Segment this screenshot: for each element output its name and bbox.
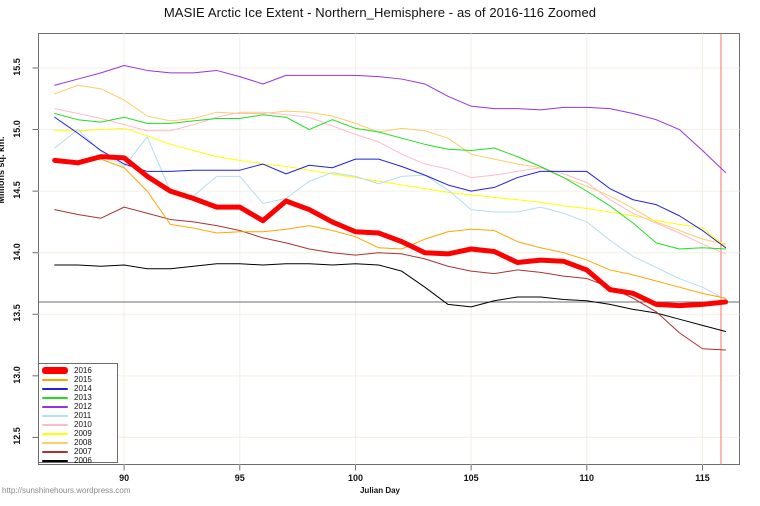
y-tick-label: 15.0 — [12, 119, 22, 138]
legend-item-label: 2007 — [74, 447, 92, 456]
legend-swatch-icon — [42, 423, 68, 426]
legend-item-2013[interactable]: 2013 — [39, 393, 117, 402]
y-tick-label: 14.0 — [12, 242, 22, 261]
legend-item-label: 2008 — [74, 438, 92, 447]
y-tick-label: 13.0 — [12, 366, 22, 384]
legend-item-label: 2016 — [74, 366, 92, 375]
legend-item-label: 2010 — [74, 420, 92, 429]
legend-item-2008[interactable]: 2008 — [39, 438, 117, 447]
plot-area — [38, 33, 740, 465]
legend-item-2007[interactable]: 2007 — [39, 447, 117, 456]
x-axis-title: Julian Day — [359, 486, 400, 495]
legend-swatch-icon — [42, 396, 68, 399]
chart-title: MASIE Arctic Ice Extent - Northern_Hemis… — [163, 5, 597, 20]
legend-item-label: 2013 — [74, 393, 92, 402]
legend-swatch-icon — [42, 367, 68, 374]
legend-item-2011[interactable]: 2011 — [39, 411, 117, 420]
x-tick-label: 100 — [347, 472, 363, 483]
chart-legend[interactable]: 2016 2015 2014 2013 2012 2011 2010 2009 2008 2007… — [38, 363, 118, 465]
legend-item-label: 2012 — [74, 402, 92, 411]
y-tick-label: 14.5 — [12, 181, 22, 199]
legend-swatch-icon — [42, 378, 68, 381]
y-axis-title: Millions sq. km. — [0, 136, 6, 204]
legend-item-2016[interactable]: 2016 — [39, 366, 117, 375]
x-tick-label: 105 — [463, 472, 479, 483]
y-tick-label: 15.5 — [12, 58, 22, 76]
legend-item-2015[interactable]: 2015 — [39, 375, 117, 384]
legend-swatch-icon — [42, 405, 68, 408]
legend-item-label: 2014 — [74, 384, 92, 393]
legend-swatch-icon — [42, 432, 68, 435]
watermark: http://sunshinehours.wordpress.com — [2, 486, 131, 495]
legend-swatch-icon — [42, 450, 68, 453]
x-tick-label: 115 — [695, 472, 710, 483]
legend-swatch-icon — [42, 459, 68, 462]
x-tick-label: 95 — [234, 472, 245, 483]
legend-item-2009[interactable]: 2009 — [39, 429, 117, 438]
legend-swatch-icon — [42, 441, 68, 444]
legend-item-label: 2006 — [74, 456, 92, 465]
legend-item-label: 2009 — [74, 429, 92, 438]
legend-item-2012[interactable]: 2012 — [39, 402, 117, 411]
y-tick-label: 12.5 — [12, 427, 22, 446]
legend-item-2014[interactable]: 2014 — [39, 384, 117, 393]
y-tick-label: 13.5 — [12, 304, 22, 323]
legend-item-2010[interactable]: 2010 — [39, 420, 117, 429]
x-tick-label: 90 — [119, 472, 130, 483]
legend-item-label: 2015 — [74, 375, 92, 384]
legend-swatch-icon — [42, 387, 68, 390]
legend-item-2006[interactable]: 2006 — [39, 456, 117, 465]
legend-item-label: 2011 — [74, 411, 92, 420]
x-tick-label: 110 — [579, 472, 595, 483]
legend-swatch-icon — [42, 414, 68, 417]
